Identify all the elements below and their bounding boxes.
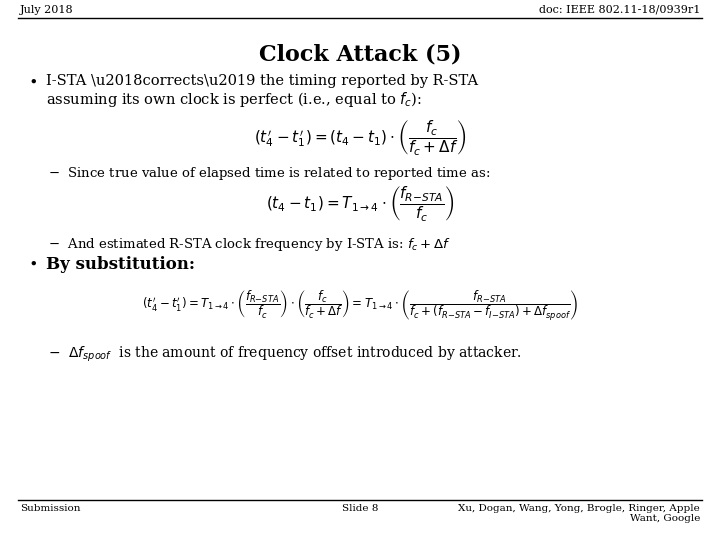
Text: assuming its own clock is perfect (i.e., equal to $f_c$):: assuming its own clock is perfect (i.e.,… xyxy=(46,90,422,109)
Text: $(t_4^\prime - t_1^\prime) = T_{1\rightarrow4} \cdot \left(\dfrac{f_{R\mathrm{-}: $(t_4^\prime - t_1^\prime) = T_{1\righta… xyxy=(142,288,578,322)
Text: $-$  Since true value of elapsed time is related to reported time as:: $-$ Since true value of elapsed time is … xyxy=(48,165,490,182)
Text: $\bullet$: $\bullet$ xyxy=(28,74,37,88)
Text: $(t_4^\prime - t_1^\prime) = (t_4 - t_1) \cdot \left(\dfrac{f_c}{f_c + \Delta f}: $(t_4^\prime - t_1^\prime) = (t_4 - t_1)… xyxy=(253,118,467,157)
Text: By substitution:: By substitution: xyxy=(46,256,195,273)
Text: Xu, Dogan, Wang, Yong, Brogle, Ringer, Apple
Want, Google: Xu, Dogan, Wang, Yong, Brogle, Ringer, A… xyxy=(458,504,700,523)
Text: $-$  $\Delta f_{spoof}$  is the amount of frequency offset introduced by attacke: $-$ $\Delta f_{spoof}$ is the amount of … xyxy=(48,345,522,364)
Text: $(t_4 - t_1) = T_{1\rightarrow4} \cdot \left(\dfrac{f_{R\mathrm{-}STA}}{f_c}\rig: $(t_4 - t_1) = T_{1\rightarrow4} \cdot \… xyxy=(266,184,454,223)
Text: Submission: Submission xyxy=(20,504,81,513)
Text: I-STA \u2018corrects\u2019 the timing reported by R-STA: I-STA \u2018corrects\u2019 the timing re… xyxy=(46,74,478,88)
Text: $\bullet$: $\bullet$ xyxy=(28,256,37,270)
Text: Clock Attack (5): Clock Attack (5) xyxy=(258,44,462,66)
Text: July 2018: July 2018 xyxy=(20,5,73,15)
Text: Slide 8: Slide 8 xyxy=(342,504,378,513)
Text: $-$  And estimated R-STA clock frequency by I-STA is: $f_c + \Delta f$: $-$ And estimated R-STA clock frequency … xyxy=(48,236,451,253)
Text: doc: IEEE 802.11-18/0939r1: doc: IEEE 802.11-18/0939r1 xyxy=(539,5,700,15)
